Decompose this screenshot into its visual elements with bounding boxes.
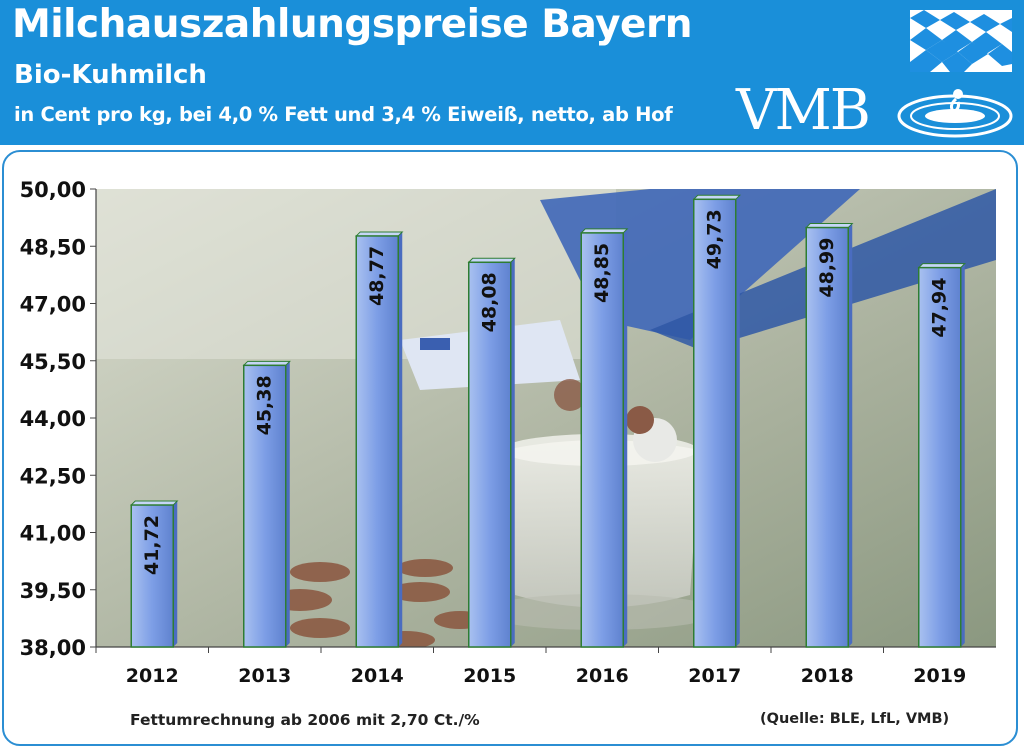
source-note: (Quelle: BLE, LfL, VMB)	[760, 711, 950, 727]
bar-value-label: 48,77	[366, 246, 388, 306]
bar	[805, 226, 849, 648]
bar-value-label: 48,08	[479, 272, 501, 332]
bar-value-label: 41,72	[141, 515, 163, 575]
x-tick-label: 2019	[913, 665, 966, 687]
chart-title: Milchauszahlungspreise Bayern	[12, 2, 692, 47]
bar-side	[848, 223, 853, 647]
bar-side	[735, 195, 740, 647]
bar-side	[510, 258, 515, 647]
x-tick-label: 2018	[801, 665, 854, 687]
y-tick-label: 45,50	[20, 350, 86, 374]
y-tick-label: 44,00	[20, 407, 86, 431]
y-tick-label: 42,50	[20, 464, 86, 488]
x-tick-label: 2017	[688, 665, 741, 687]
bar-side	[173, 501, 178, 647]
bar-value-label: 48,99	[816, 237, 838, 297]
bar-value-label: 47,94	[929, 278, 951, 338]
vmb-logo-icon	[897, 89, 1013, 138]
bar-side	[960, 263, 965, 647]
bar	[468, 261, 512, 648]
x-tick-label: 2013	[238, 665, 291, 687]
x-tick-label: 2014	[351, 665, 404, 687]
x-tick-label: 2016	[576, 665, 629, 687]
axes: 38,00 39,50 41,00 42,50 44,00 45,50 47,00 48,50…	[20, 178, 996, 687]
vmb-logo-text: VMB	[736, 78, 871, 143]
bavaria-flag-icon	[910, 10, 1012, 72]
y-tick-label: 48,50	[20, 235, 86, 259]
bar	[693, 198, 737, 648]
y-tick-label: 39,50	[20, 579, 86, 603]
header-banner: Milchauszahlungspreise Bayern Bio-Kuhmil…	[0, 0, 1024, 145]
bar-value-label: 49,73	[704, 209, 726, 269]
bar	[243, 364, 287, 648]
bar-value-label: 48,85	[591, 243, 613, 303]
y-tick-label: 47,00	[20, 293, 86, 317]
fat-conversion-note: Fettumrechnung ab 2006 mit 2,70 Ct./%	[130, 711, 480, 729]
y-tick-label: 41,00	[20, 522, 86, 546]
bar	[580, 232, 624, 648]
bar	[355, 235, 399, 648]
bars-group: 41,72 45,38 48,77 48,08 48,85 49,73 48,99 47,94	[130, 194, 966, 648]
chart-subtitle: Bio-Kuhmilch	[14, 60, 207, 90]
bar-side	[285, 361, 290, 647]
bar-value-label: 45,38	[254, 375, 276, 435]
x-tick-label: 2012	[126, 665, 179, 687]
bar	[130, 504, 174, 648]
bar	[918, 266, 962, 648]
plot-background-photo	[96, 189, 996, 647]
y-tick-label: 50,00	[20, 178, 86, 202]
y-tick-label: 38,00	[20, 636, 86, 660]
bar-side	[623, 228, 628, 647]
unit-line: in Cent pro kg, bei 4,0 % Fett und 3,4 %…	[14, 103, 673, 126]
x-tick-label: 2015	[463, 665, 516, 687]
bar-side	[398, 231, 403, 647]
